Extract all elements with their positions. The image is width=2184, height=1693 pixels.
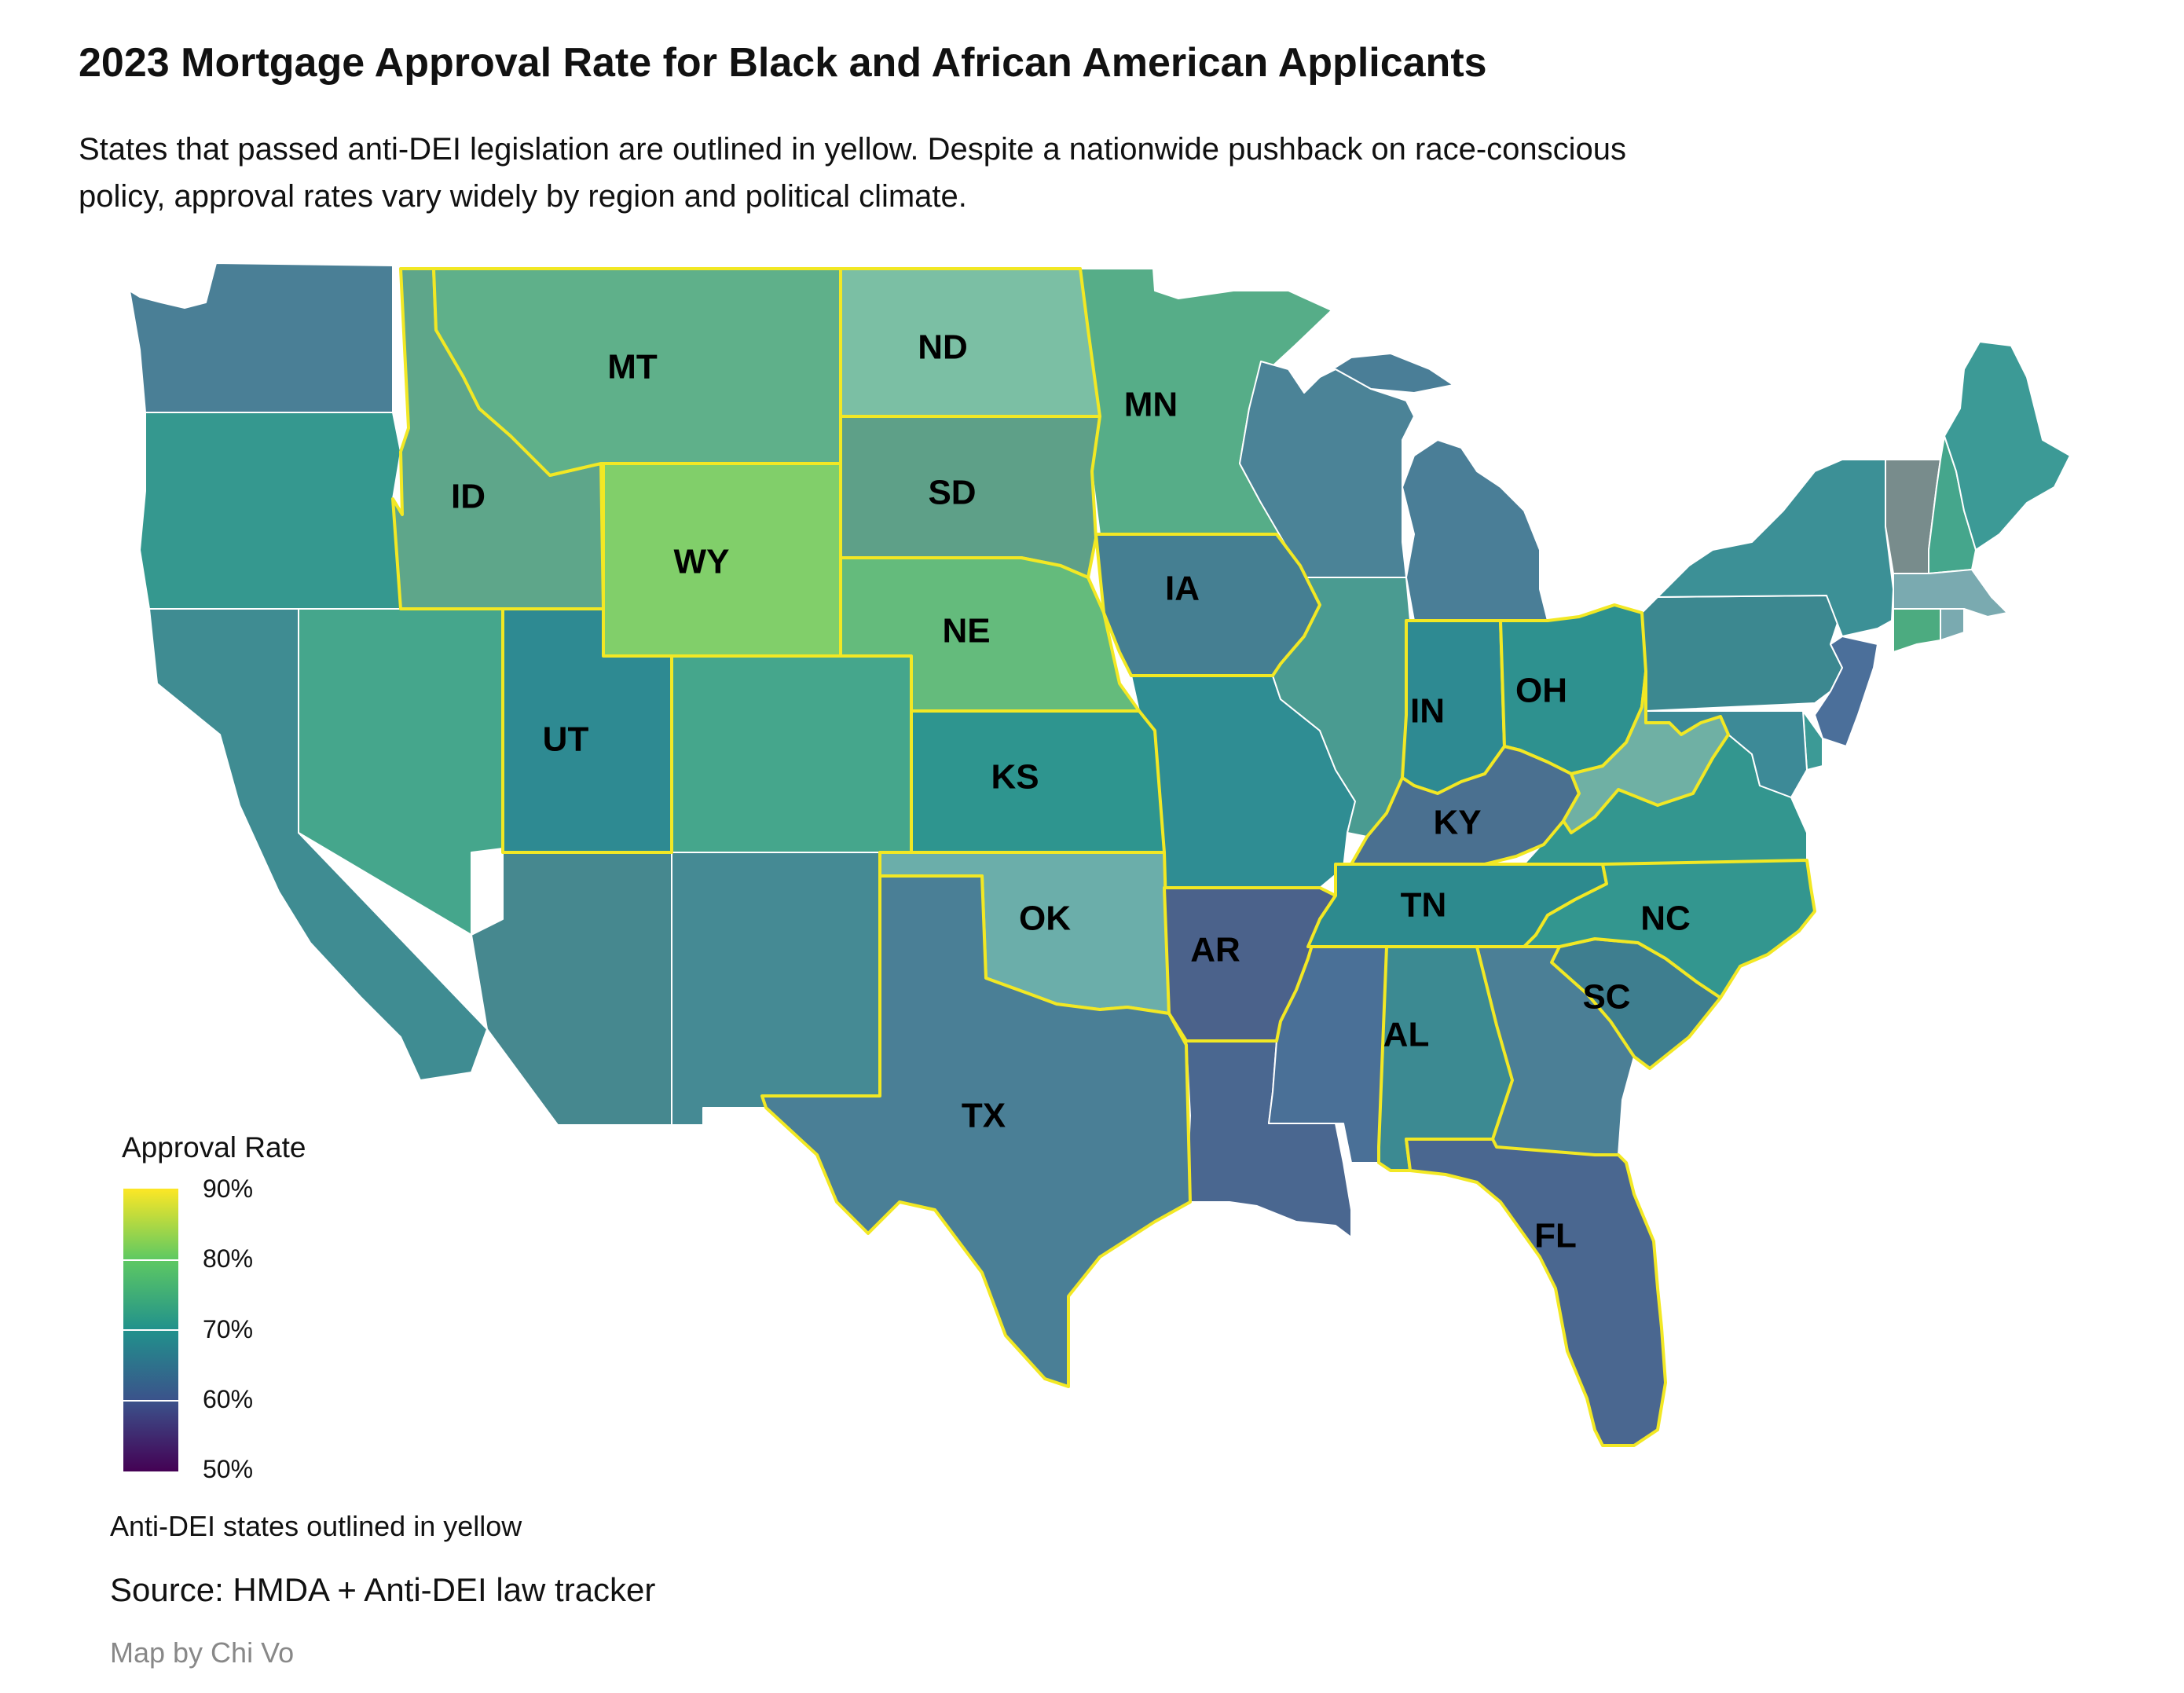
- state-label-UT: UT: [543, 720, 589, 759]
- map-subtitle: States that passed anti-DEI legislation …: [79, 132, 1627, 214]
- state-label-SD: SD: [928, 474, 976, 512]
- state-KS: [910, 709, 1166, 854]
- state-label-KY: KY: [1433, 804, 1481, 842]
- state-UT: [501, 607, 673, 854]
- map-title: 2023 Mortgage Approval Rate for Black an…: [79, 40, 1487, 86]
- state-NC: [1523, 859, 1816, 999]
- state-NJ: [1814, 636, 1878, 747]
- state-WI: [1239, 361, 1415, 578]
- state-label-MT: MT: [607, 348, 658, 387]
- map-credit: Map by Chi Vo: [110, 1636, 295, 1669]
- legend-tickmark: [123, 1259, 178, 1261]
- state-label-AL: AL: [1383, 1016, 1430, 1054]
- anti-dei-note: Anti-DEI states outlined in yellow: [110, 1510, 522, 1542]
- state-label-NE: NE: [942, 612, 990, 650]
- state-label-OK: OK: [1019, 900, 1071, 938]
- state-label-IN: IN: [1410, 692, 1445, 731]
- state-label-TN: TN: [1401, 886, 1447, 925]
- state-label-AR: AR: [1190, 931, 1240, 969]
- state-label-FL: FL: [1534, 1217, 1577, 1255]
- state-ND: [839, 267, 1101, 418]
- state-TX: [760, 874, 1192, 1388]
- legend-tickmark: [123, 1329, 178, 1331]
- legend-tickmark: [123, 1400, 178, 1402]
- state-label-SC: SC: [1582, 978, 1630, 1017]
- state-AR: [1163, 886, 1337, 1043]
- state-CO: [671, 655, 912, 853]
- legend-tick-label: 50%: [203, 1455, 254, 1483]
- state-PA: [1641, 595, 1843, 712]
- source-note: Source: HMDA + Anti-DEI law tracker: [110, 1571, 656, 1608]
- state-OR: [139, 412, 403, 610]
- state-CT: [1893, 608, 1941, 653]
- state-NE: [839, 556, 1141, 713]
- state-RI: [1940, 608, 1965, 641]
- state-WA: [129, 262, 394, 413]
- state-label-KS: KS: [991, 758, 1039, 797]
- state-MI: [1319, 353, 1548, 621]
- legend-title: Approval Rate: [122, 1131, 306, 1163]
- state-label-ID: ID: [451, 478, 486, 516]
- state-WV: [1562, 670, 1730, 834]
- legend-tick-label: 80%: [203, 1244, 254, 1273]
- state-label-IA: IA: [1165, 570, 1200, 608]
- state-AZ: [471, 852, 672, 1126]
- state-IA: [1094, 533, 1321, 677]
- state-label-WY: WY: [674, 543, 730, 581]
- state-label-ND: ND: [918, 328, 968, 367]
- legend-tick-label: 70%: [203, 1315, 254, 1343]
- state-label-TX: TX: [962, 1097, 1006, 1135]
- state-label-NC: NC: [1640, 900, 1691, 938]
- state-NM: [671, 852, 881, 1126]
- state-label-OH: OH: [1515, 672, 1567, 710]
- state-label-MN: MN: [1124, 386, 1178, 424]
- state-CA: [148, 608, 488, 1081]
- legend-tick-label: 90%: [203, 1174, 254, 1203]
- legend-tick-label: 60%: [203, 1385, 254, 1413]
- state-FL: [1405, 1138, 1667, 1447]
- state-ME: [1944, 341, 2071, 551]
